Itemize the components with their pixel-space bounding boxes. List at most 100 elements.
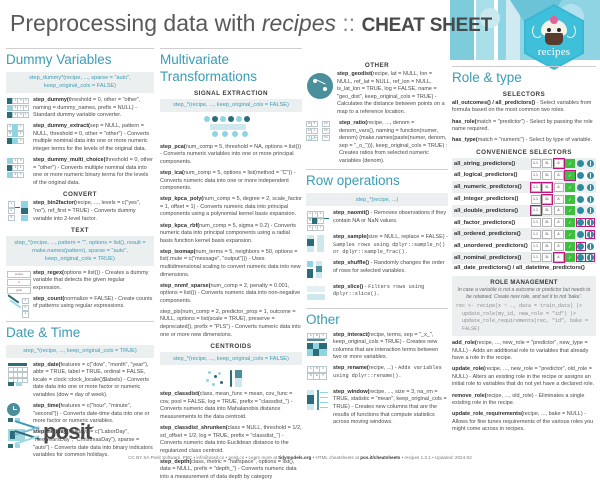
fn-name: all_outcomes() / all_predictors()	[452, 99, 536, 106]
fn-args: num_comp = 2, penalty = 0.001, options =…	[160, 282, 290, 297]
logical-badge: ✓	[565, 218, 575, 228]
fn-name: step_geodist(	[337, 71, 373, 77]
ordered-badge	[584, 253, 596, 263]
footer-site[interactable]: posit.co	[228, 455, 245, 460]
entry-step-depth: step_depth(class, metric = "halfspace", …	[160, 459, 302, 482]
entry-remove-role: remove_role(recipe, ..., old_role) - Eli…	[452, 393, 596, 408]
ordered-badge	[584, 229, 596, 240]
centroid-scatter-icon	[160, 369, 302, 389]
entry-step-kpca-rbf: step_kpca_rbf(num_comp = 5, sigma = 0.2)…	[160, 223, 302, 246]
fn-desc: Create counts of patterns using regular …	[33, 295, 153, 310]
section-role-type: Role & type	[452, 66, 596, 87]
footer-tidymodels-link[interactable]: tidymodels.org	[278, 455, 312, 460]
text-codebox: step_*(recipe, ..., pattern = "", option…	[6, 236, 154, 266]
fn-name: step_pls(	[160, 308, 183, 315]
fn-args: recipe, ...) -	[368, 365, 399, 372]
factor-badge	[577, 195, 585, 203]
fn-args: num_comp = 2, predictor_prop = 1, outcom…	[160, 308, 296, 330]
selector-name: all_integer_predictors()	[454, 196, 519, 202]
string-badge: A	[553, 218, 564, 228]
page-footer: CC BY SA Posit Software, PBC • info@posi…	[128, 455, 472, 460]
double-badge: 1.1	[530, 194, 541, 204]
fn-desc: Uses multidimensional scaling to convert…	[160, 256, 301, 278]
fn-name: step_count(	[33, 295, 65, 302]
entry-step-shuffle: step_shuffle() - Randomly changes the or…	[306, 260, 448, 280]
double-badge: 1.1	[530, 241, 541, 251]
factor-badge	[577, 207, 585, 215]
fn-name: step_isomap(	[160, 248, 196, 255]
entry-step-nnmf-sparse: step_nnmf_sparse(num_comp = 2, penalty =…	[160, 283, 302, 306]
fn-desc: Select by type of variable.	[529, 137, 593, 144]
fn-desc: Converts multiple nominal data into one …	[33, 130, 150, 153]
entry-step-pca: step_pca(num_comp = 5, threshold = NA, o…	[160, 144, 302, 167]
centroids-codebox: step_*(recipe, ..., keep_original_cols =…	[160, 352, 302, 366]
entry-step-sample: step_sample(size = NULL, replace = FALSE…	[306, 234, 448, 257]
fn-name: step_holiday(	[33, 429, 69, 436]
fn-desc: Converts numeric data into Euclidean dis…	[160, 440, 289, 454]
fn-desc: Adds variables using dplyr::rename().	[333, 365, 442, 379]
clock-icon	[6, 403, 30, 423]
fn-args: num_comp = 5, sigma = 0.2) -	[199, 222, 275, 229]
regex-icon: recipes is great	[6, 270, 31, 294]
string-badge: A	[553, 182, 564, 192]
selector-row: all_nominal_predictors() 1.1 3L A ✓	[452, 252, 596, 264]
logical-badge: ✓	[565, 229, 575, 239]
role-management-box: ROLE MANAGEMENT In case a variable is no…	[452, 275, 596, 337]
fn-args: normalize = FALSE) -	[64, 295, 119, 302]
fn-args: num_terms = 5, neighbors = 50, options =…	[160, 248, 298, 263]
ordered-badge	[586, 242, 594, 250]
selector-name: all_double_predictors()	[454, 207, 519, 214]
entry-has-type: has_type(match = "numeric") - Select by …	[452, 137, 596, 145]
fn-name: step_slice()	[333, 283, 364, 290]
fn-desc: Converts numeric data into one or more i…	[160, 177, 289, 192]
double-badge: 1.1	[530, 170, 541, 180]
ordered-badge	[586, 183, 594, 191]
footer-email[interactable]: info@posit.co	[196, 455, 225, 460]
fn-desc: Converts date-time data into one or more…	[33, 410, 150, 425]
string-badge: A	[553, 194, 564, 204]
label-other-mv: OTHER	[364, 62, 390, 69]
entry-update-role-requirements: update_role_requirements(recipe, ..., ba…	[452, 411, 596, 434]
page-title: Preprocessing data with recipes :: CHEAT…	[10, 10, 492, 37]
fn-name: step_window(	[333, 388, 370, 395]
footer-updated: Updated: 2024-02	[435, 455, 472, 460]
logical-badge: ✓	[565, 241, 575, 251]
integer-badge: 3L	[542, 159, 552, 169]
fn-desc: Alters an existing role in the recipe or…	[452, 373, 595, 388]
selector-row: all_numeric_predictors() 1.1 3L A ✓	[452, 181, 596, 194]
selector-row: all_ordered_predictors() 1.1 3L A ✓	[452, 228, 596, 241]
fn-desc: Filters rows using dplyr::slice().	[333, 283, 425, 298]
double-badge: 1.1	[530, 218, 541, 228]
column-four: Role & type SELECTORS all_outcomes() / a…	[452, 66, 596, 437]
fn-args: -	[363, 283, 369, 290]
fn-desc: Converts numeric data into one or more n…	[160, 324, 301, 338]
role-management-code: rec <- recipe(x ~ ., data = train_data) …	[456, 303, 592, 333]
type-badges: 1.1 3L A ✓	[530, 252, 596, 264]
footer-cheatsheets-link[interactable]: pos.it/cheatsheets	[360, 455, 401, 460]
column-three: OTHER step_geodist(recipe, lat = NULL, l…	[306, 48, 448, 430]
fn-name: step_dummy_extract(	[33, 123, 90, 130]
fn-desc: Select by passing the role name required…	[452, 118, 593, 133]
section-multivariate: Multivariate Transformations	[160, 48, 302, 86]
fn-name: step_sample(	[333, 233, 369, 240]
selector-name: all_factor_predictors()	[454, 219, 516, 226]
footer-version: recipes 1.3.1	[404, 455, 431, 460]
fn-args: -	[535, 99, 541, 106]
factor-badge	[575, 253, 586, 263]
fn-name: update_role(	[452, 366, 486, 373]
integer-badge: 3L	[542, 206, 552, 216]
section-dummy-variables: Dummy Variables	[6, 48, 154, 69]
fn-args: recipe, lat = NULL, lon = NULL, ref_lat …	[337, 71, 437, 100]
label-convert: CONVERT	[63, 191, 97, 199]
selector-name: all_ordered_predictors()	[454, 231, 521, 238]
entry-step-kpca-poly: step_kpca_poly(num_comp = 5, degree = 2,…	[160, 196, 302, 219]
fn-args: holidays = c("LaborDay", "NewYearsDay", …	[33, 429, 140, 451]
fn-args: match = "predictor") -	[476, 118, 530, 125]
entry-step-pls: step_pls(num_comp = 2, predictor_prop = …	[160, 309, 302, 339]
type-badges: 1.1 3L A ✓	[530, 241, 595, 251]
fn-name: step_shuffle()	[333, 260, 370, 267]
integer-badge: 3L	[540, 193, 554, 205]
entry-step-ica: step_ica(num_comp = 5, options = list(me…	[160, 170, 302, 193]
ordered-badge	[584, 217, 596, 228]
